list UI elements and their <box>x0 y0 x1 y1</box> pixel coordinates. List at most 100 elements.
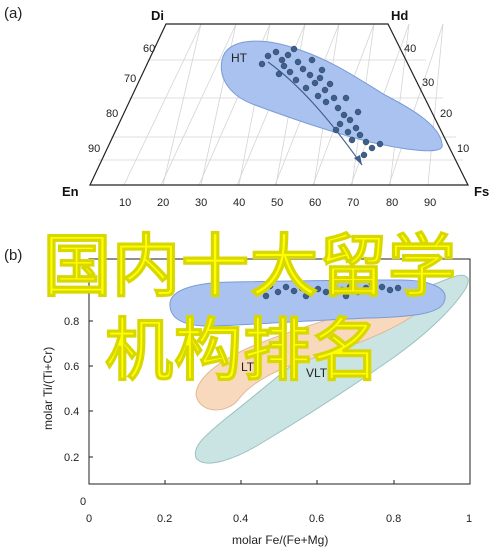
x-tick: 0.4 <box>233 513 248 525</box>
panel-b-x-tickmarks <box>164 480 395 484</box>
data-point <box>322 288 330 296</box>
data-point <box>298 284 306 292</box>
data-point <box>314 92 322 100</box>
data-point <box>356 131 364 139</box>
data-point <box>274 288 282 296</box>
left-tick: 70 <box>124 73 136 85</box>
data-point <box>290 45 298 53</box>
data-point <box>314 285 322 293</box>
data-point <box>284 51 292 59</box>
data-point <box>302 292 310 300</box>
data-point <box>334 104 342 112</box>
data-point <box>311 79 319 87</box>
bottom-tick: 10 <box>119 197 131 209</box>
data-point <box>342 292 350 300</box>
x-tick: 0.8 <box>386 513 401 525</box>
data-point <box>321 86 329 94</box>
right-tick: 10 <box>457 143 469 155</box>
trend-arrow <box>267 61 363 166</box>
x-tick: 1 <box>466 513 472 525</box>
data-point <box>266 282 274 290</box>
data-point <box>318 66 326 74</box>
data-point <box>326 80 334 88</box>
data-point <box>336 120 344 128</box>
panel-a-points <box>258 45 384 159</box>
data-point <box>258 60 266 68</box>
y-axis-title: molar Ti/(Ti+Cr) <box>41 347 55 430</box>
y-tick: 0.2 <box>64 452 79 464</box>
data-point <box>340 111 348 119</box>
panel-b-points <box>258 280 402 300</box>
bottom-tick: 30 <box>195 197 207 209</box>
data-point <box>306 71 314 79</box>
data-point <box>386 286 394 294</box>
trend-arrowhead <box>354 155 362 165</box>
data-point <box>330 94 338 102</box>
x-tick: 0.2 <box>157 513 172 525</box>
apex-di: Di <box>151 8 164 23</box>
data-point <box>262 292 270 300</box>
data-point <box>338 286 346 294</box>
data-point <box>258 286 266 294</box>
panel-b: (b) <box>4 247 472 547</box>
data-point <box>362 284 370 292</box>
data-point <box>330 282 338 290</box>
data-point <box>344 128 352 136</box>
data-point <box>376 140 384 148</box>
data-point <box>368 144 376 152</box>
data-point <box>278 56 286 64</box>
data-point <box>294 58 302 66</box>
bottom-tick: 60 <box>309 197 321 209</box>
data-point <box>378 283 386 291</box>
data-point <box>308 56 316 64</box>
data-point <box>286 68 294 76</box>
data-point <box>316 74 324 82</box>
data-point <box>280 62 288 70</box>
overlay-title-line-2: 机构排名 <box>104 312 382 391</box>
bottom-tick: 20 <box>157 197 169 209</box>
data-point <box>275 70 283 78</box>
ht-label-a: HT <box>231 51 248 65</box>
left-tick: 80 <box>106 108 118 120</box>
data-point <box>354 108 362 116</box>
panel-a-label: (a) <box>4 5 22 22</box>
bottom-tick: 80 <box>386 197 398 209</box>
data-point <box>302 84 310 92</box>
data-point <box>354 288 362 296</box>
data-point <box>292 76 300 84</box>
bottom-tick: 40 <box>233 197 245 209</box>
panel-b-y-tickmarks <box>89 320 93 458</box>
data-point <box>370 287 378 295</box>
left-tick: 90 <box>88 143 100 155</box>
data-point <box>322 98 330 106</box>
apex-hd: Hd <box>391 8 408 23</box>
x-tick: 0.6 <box>309 513 324 525</box>
panel-b-label: (b) <box>4 247 22 264</box>
data-point <box>362 138 370 146</box>
quadrilateral-outline <box>89 23 469 186</box>
data-point <box>332 126 340 134</box>
overlay-title-line-1: 国内十大留学 <box>42 228 457 307</box>
lt-label: LT <box>241 360 255 374</box>
vlt-label: VLT <box>306 366 328 380</box>
data-point <box>368 280 376 288</box>
bottom-tick: 70 <box>347 197 359 209</box>
y-tick: 0.6 <box>64 361 79 373</box>
data-point <box>272 48 280 56</box>
bottom-tick: 90 <box>424 197 436 209</box>
y-tick: 0.8 <box>64 316 79 328</box>
data-point <box>290 287 298 295</box>
right-tick: 30 <box>422 77 434 89</box>
x-tick: 0 <box>86 513 92 525</box>
data-point <box>394 284 402 292</box>
x-axis-title: molar Fe/(Fe+Mg) <box>232 533 328 547</box>
data-point <box>348 136 356 144</box>
y-tick: 0 <box>80 496 86 508</box>
data-point <box>264 52 272 60</box>
right-tick: 20 <box>440 108 452 120</box>
y-tick: 0.4 <box>64 406 79 418</box>
data-point <box>352 124 360 132</box>
right-tick: 40 <box>404 43 416 55</box>
panel-a: (a) HT <box>4 5 489 209</box>
